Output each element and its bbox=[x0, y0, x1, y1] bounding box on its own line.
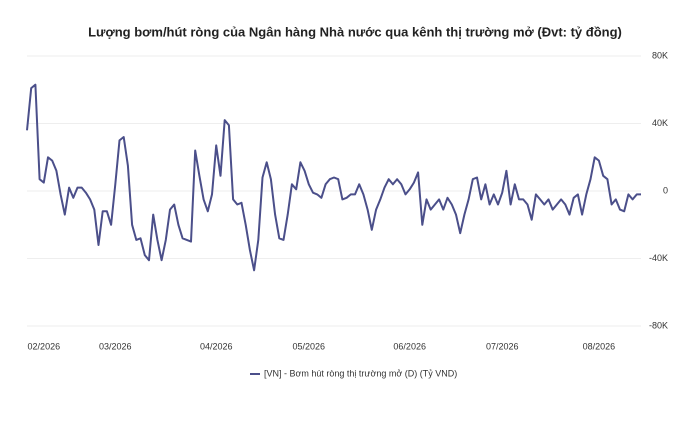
x-tick-label: 08/2026 bbox=[583, 341, 616, 351]
y-tick-label: 0 bbox=[663, 185, 668, 195]
x-tick-label: 03/2026 bbox=[99, 341, 132, 351]
x-tick-label: 07/2026 bbox=[486, 341, 519, 351]
data-line bbox=[26, 83, 641, 272]
y-tick-label: 40K bbox=[652, 118, 668, 128]
x-tick-label: 06/2026 bbox=[393, 341, 426, 351]
x-tick-label: 04/2026 bbox=[200, 341, 233, 351]
x-tick-label: 05/2026 bbox=[292, 341, 325, 351]
y-tick-label: -80K bbox=[649, 320, 668, 330]
x-tick-label: 02/2026 bbox=[28, 341, 61, 351]
y-tick-label: -40K bbox=[649, 253, 668, 263]
chart-title: Lượng bơm/hút ròng của Ngân hàng Nhà nướ… bbox=[88, 24, 622, 39]
y-tick-label: 80K bbox=[652, 50, 668, 60]
legend-label: [VN] - Bơm hút ròng thị trường mở (D) (T… bbox=[264, 368, 457, 378]
